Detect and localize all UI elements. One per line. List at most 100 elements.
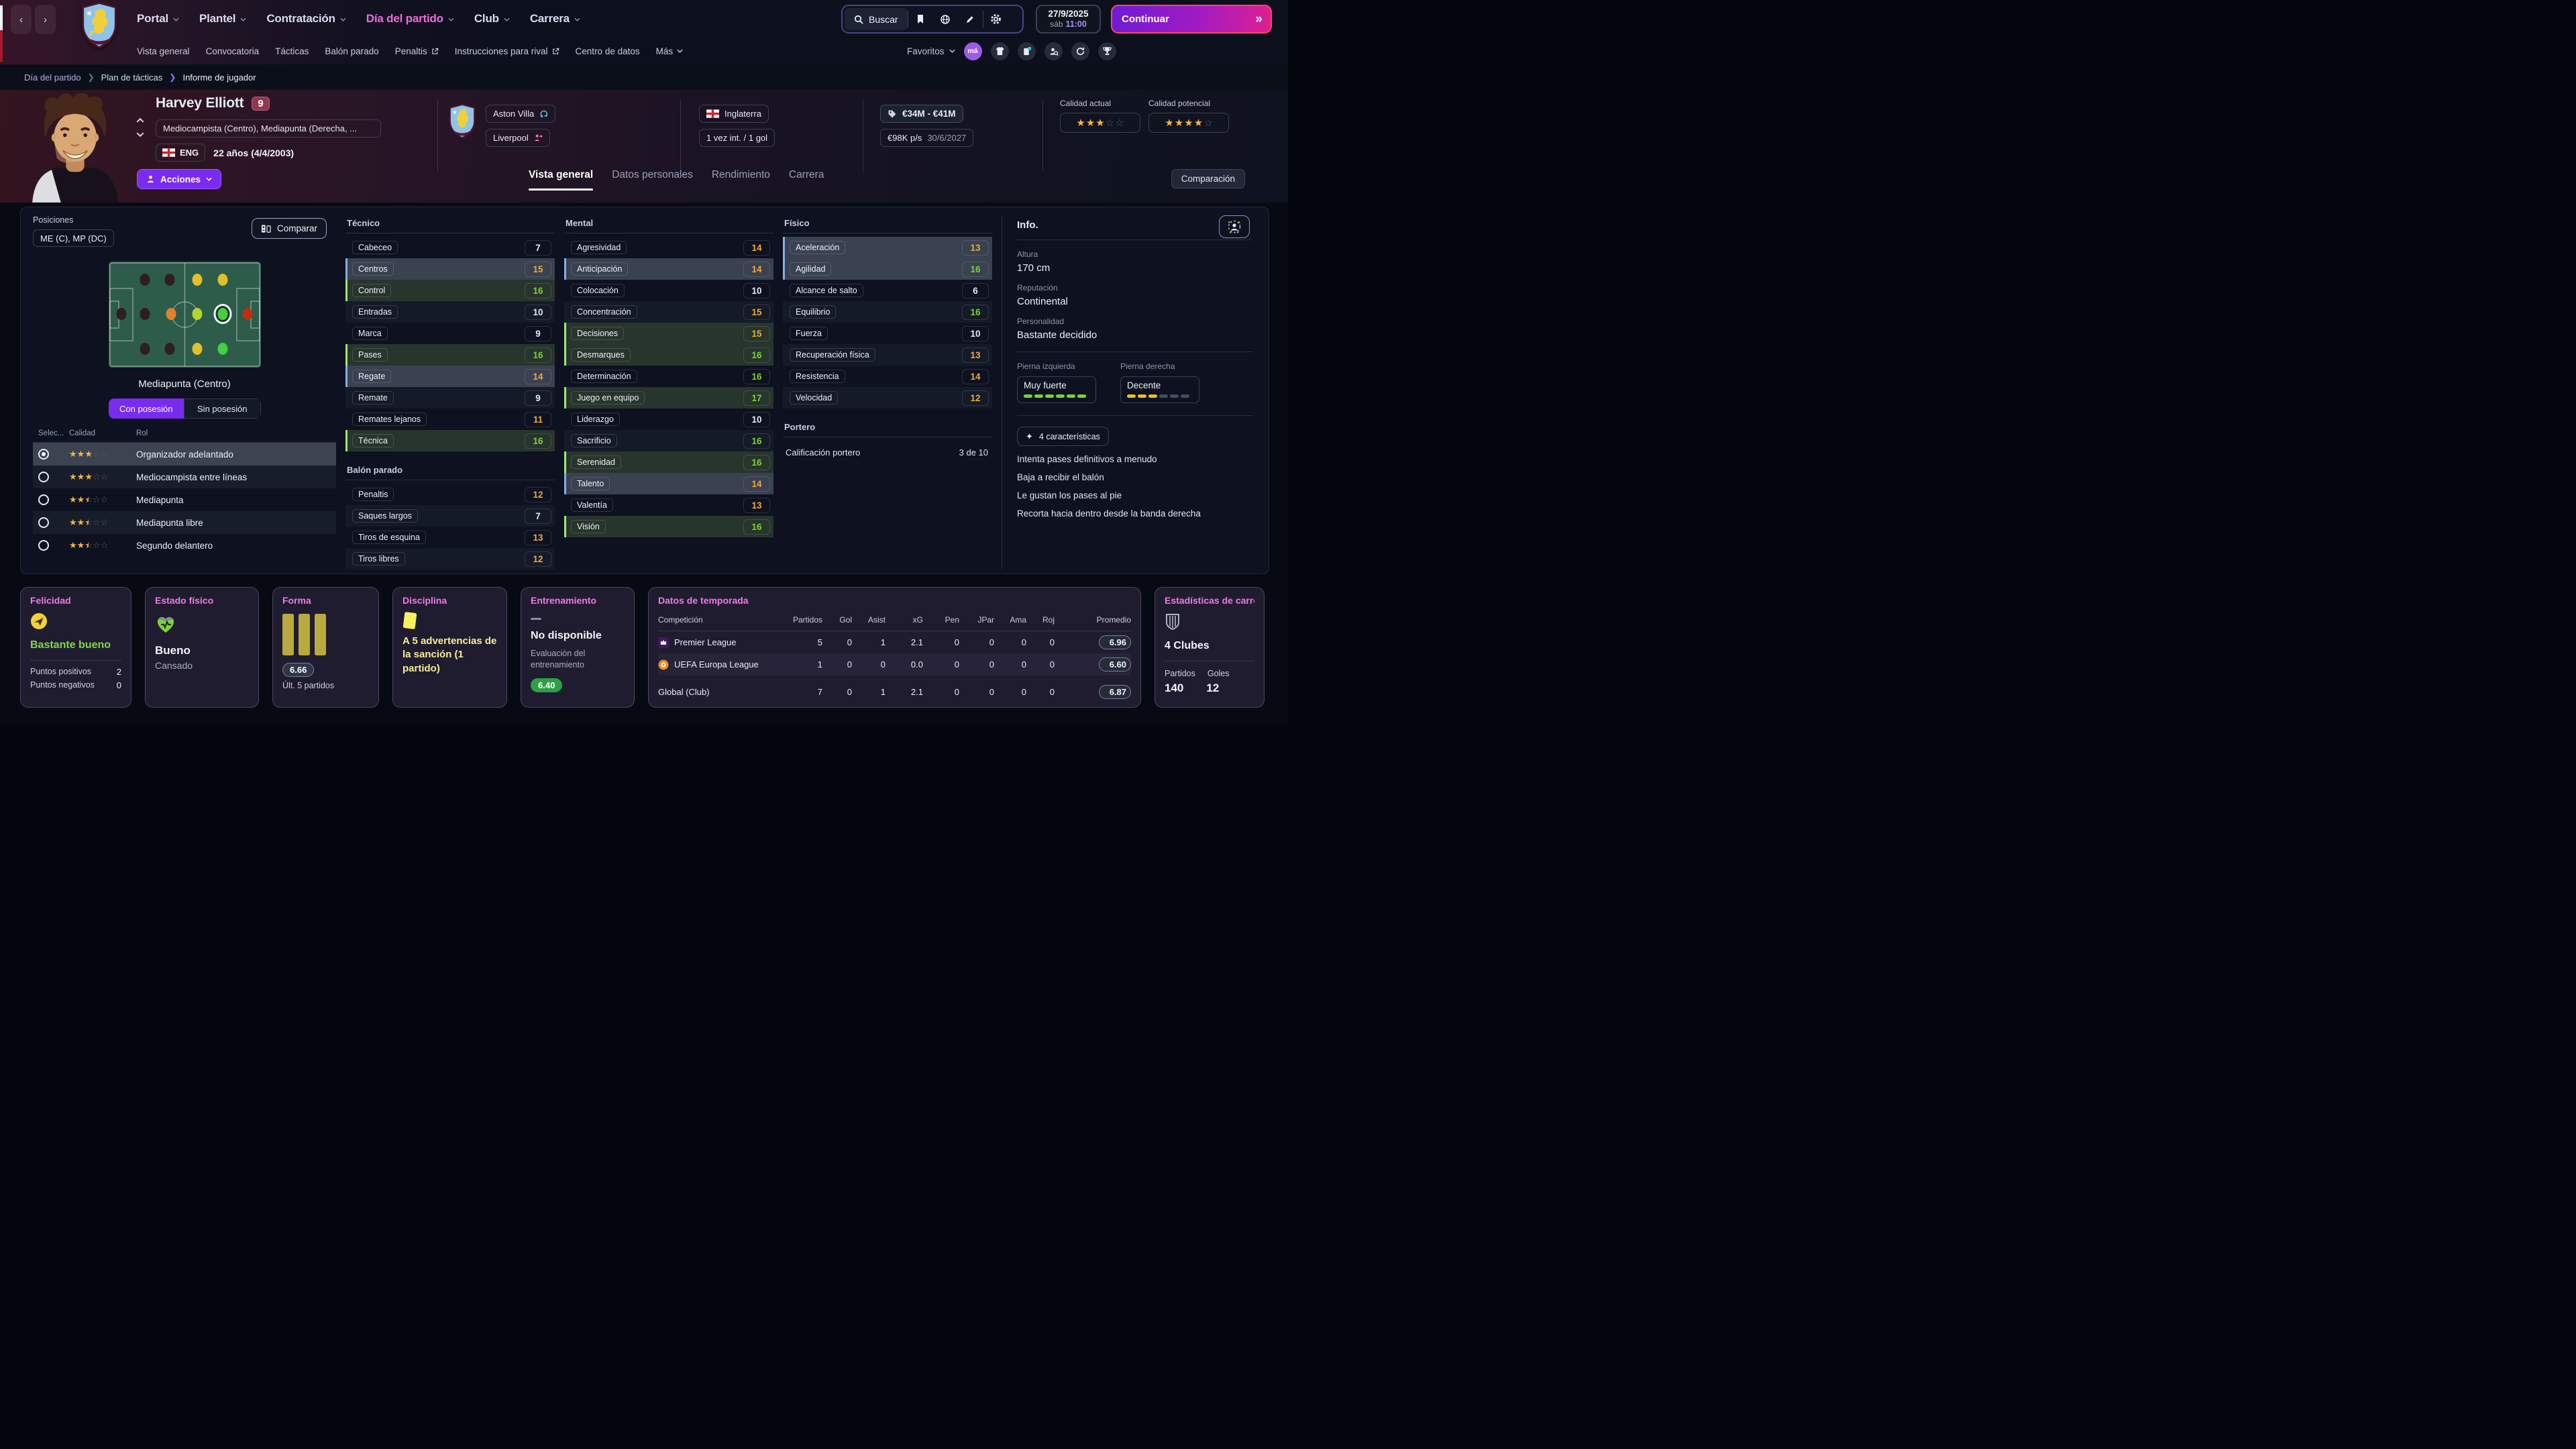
aston-villa-crest[interactable] bbox=[80, 1, 118, 52]
main-nav-portal[interactable]: Portal bbox=[137, 12, 179, 25]
toggle-sin-posesion[interactable]: Sin posesión bbox=[184, 398, 261, 419]
sub-nav-centro-de-datos[interactable]: Centro de datos bbox=[575, 46, 640, 56]
main-nav-plantel[interactable]: Plantel bbox=[199, 12, 246, 25]
continue-label: Continuar bbox=[1122, 13, 1169, 25]
player-header: Harvey Elliott 9 Mediocampista (Centro),… bbox=[0, 90, 1288, 203]
search-button[interactable]: Buscar bbox=[845, 8, 908, 30]
gear-icon bbox=[990, 14, 1001, 24]
squad-shortcut-button[interactable] bbox=[990, 42, 1009, 60]
breadcrumb-dia-del-partido[interactable]: Día del partido bbox=[24, 72, 81, 83]
pitch-dot[interactable] bbox=[140, 308, 150, 321]
actions-button[interactable]: Acciones bbox=[137, 169, 222, 189]
forward-button[interactable]: › bbox=[35, 5, 56, 34]
main-nav-club[interactable]: Club bbox=[474, 12, 510, 25]
star-filled: ★ bbox=[69, 449, 77, 459]
pitch-dot[interactable] bbox=[164, 342, 175, 355]
sync-button[interactable] bbox=[1071, 42, 1089, 60]
main-nav-contratacion[interactable]: Contratación bbox=[266, 12, 346, 25]
pitch-dot[interactable] bbox=[116, 308, 127, 321]
player-cycler[interactable] bbox=[136, 118, 144, 137]
tab-carrera[interactable]: Carrera bbox=[788, 169, 824, 180]
back-button[interactable]: ‹ bbox=[11, 5, 32, 34]
player-positions-field[interactable]: Mediocampista (Centro), Mediapunta (Dere… bbox=[156, 119, 381, 138]
continue-button[interactable]: Continuar » bbox=[1111, 5, 1272, 34]
attribute-value: 16 bbox=[962, 261, 989, 277]
chevron-down-icon bbox=[206, 177, 212, 181]
pitch-dot-selected[interactable] bbox=[217, 308, 228, 321]
pitch-dot[interactable] bbox=[192, 342, 203, 355]
sub-nav-mas[interactable]: Más bbox=[656, 46, 684, 56]
notes-button[interactable] bbox=[958, 8, 983, 30]
chevron-down-icon bbox=[136, 132, 144, 137]
compare-button[interactable]: Comparar bbox=[251, 218, 327, 239]
breadcrumb-informe-de-jugador[interactable]: Informe de jugador bbox=[182, 72, 256, 83]
pitch-dot[interactable] bbox=[192, 273, 203, 286]
attribute-row-pases: Pases 16 bbox=[345, 344, 555, 366]
attribute-value: 13 bbox=[525, 529, 551, 545]
pitch-dot[interactable] bbox=[166, 308, 176, 321]
role-row-organizador-adelantado[interactable]: ★★★☆☆ Organizador adelantado bbox=[33, 443, 336, 466]
external-link-icon bbox=[552, 48, 559, 54]
role-radio[interactable] bbox=[38, 517, 49, 528]
positives-label: Puntos positivos bbox=[30, 667, 92, 676]
comparison-button[interactable]: Comparación bbox=[1171, 169, 1245, 189]
pitch-dot[interactable] bbox=[140, 273, 150, 286]
attribute-row-sacrificio: Sacrificio 16 bbox=[564, 430, 773, 451]
toggle-con-posesion[interactable]: Con posesión bbox=[108, 398, 184, 419]
sub-nav-vista-general[interactable]: Vista general bbox=[137, 46, 190, 56]
traits-button[interactable]: ✦ 4 características bbox=[1017, 427, 1109, 446]
role-radio-selected[interactable] bbox=[38, 449, 49, 460]
role-row-mediocampista-entre-lineas[interactable]: ★★★☆☆ Mediocampista entre líneas bbox=[33, 466, 336, 488]
profile-stars-button[interactable]: ★ ★ ★ ★ bbox=[1219, 215, 1250, 238]
divider bbox=[680, 99, 681, 172]
breadcrumb-plan-de-tacticas[interactable]: Plan de tácticas bbox=[101, 72, 163, 83]
role-radio[interactable] bbox=[38, 494, 49, 505]
role-radio[interactable] bbox=[38, 540, 49, 551]
scouting-button[interactable] bbox=[1044, 42, 1063, 60]
pitch-dot[interactable] bbox=[140, 342, 150, 355]
sub-nav-penaltis[interactable]: Penaltis bbox=[395, 46, 439, 56]
main-nav-dia-del-partido[interactable]: Día del partido bbox=[366, 12, 454, 25]
season-header-roj: Roj bbox=[1042, 615, 1055, 625]
competitions-button[interactable] bbox=[1097, 42, 1116, 60]
attribute-row-entradas: Entradas 10 bbox=[345, 301, 555, 323]
current-quality-stars: ★ ★ ★ ☆ ☆ bbox=[1060, 113, 1140, 133]
pitch-dot[interactable] bbox=[217, 273, 228, 286]
role-radio[interactable] bbox=[38, 472, 49, 482]
average-rating-badge: 6.60 bbox=[1099, 657, 1131, 672]
stat-value: 0 bbox=[989, 637, 994, 647]
sub-nav-instrucciones-para-rival[interactable]: Instrucciones para rival bbox=[455, 46, 559, 56]
pitch-dot[interactable] bbox=[164, 273, 175, 286]
settings-button[interactable] bbox=[983, 8, 1008, 30]
sub-nav-convocatoria[interactable]: Convocatoria bbox=[205, 46, 260, 56]
sub-nav-tacticas[interactable]: Tácticas bbox=[275, 46, 309, 56]
club-chip[interactable]: Aston Villa bbox=[486, 105, 556, 123]
loan-player-icon bbox=[535, 134, 543, 142]
attribute-label: Entradas bbox=[352, 305, 398, 319]
role-row-mediapunta-libre[interactable]: ★★☆ ★ ☆☆ Mediapunta libre bbox=[33, 511, 336, 534]
game-date[interactable]: 27/9/2025 sáb 11:00 bbox=[1036, 5, 1101, 34]
pitch-dot[interactable] bbox=[217, 342, 228, 355]
world-button[interactable] bbox=[933, 8, 958, 30]
favorites-dropdown[interactable]: Favoritos bbox=[907, 46, 955, 56]
attribute-label: Juego en equipo bbox=[571, 391, 645, 405]
tab-datos-personales[interactable]: Datos personales bbox=[612, 169, 693, 180]
chevron-left-icon: ‹ bbox=[19, 13, 23, 25]
profile-card-button[interactable] bbox=[1017, 42, 1036, 60]
highlight-bar bbox=[564, 323, 566, 344]
parent-club-chip[interactable]: Liverpool bbox=[486, 129, 550, 147]
role-row-segundo-delantero[interactable]: ★★☆ ★ ☆☆ Segundo delantero bbox=[33, 534, 336, 557]
sub-nav-balon-parado[interactable]: Balón parado bbox=[325, 46, 379, 56]
main-nav-carrera[interactable]: Carrera bbox=[530, 12, 580, 25]
nation-chip[interactable]: Inglaterra bbox=[699, 105, 769, 123]
tab-rendimiento[interactable]: Rendimiento bbox=[711, 169, 770, 180]
attribute-label: Penaltis bbox=[352, 488, 394, 501]
social-feed-button[interactable]: má bbox=[963, 42, 982, 60]
role-row-mediapunta[interactable]: ★★☆ ★ ☆☆ Mediapunta bbox=[33, 488, 336, 511]
tab-vista-general[interactable]: Vista general bbox=[529, 169, 594, 191]
pitch-dot[interactable] bbox=[242, 308, 253, 321]
pitch-dot[interactable] bbox=[192, 308, 203, 321]
bookmarks-button[interactable] bbox=[908, 8, 933, 30]
pencil-icon bbox=[967, 15, 973, 23]
training-card: Entrenamiento No disponible Evaluación d… bbox=[521, 587, 635, 708]
